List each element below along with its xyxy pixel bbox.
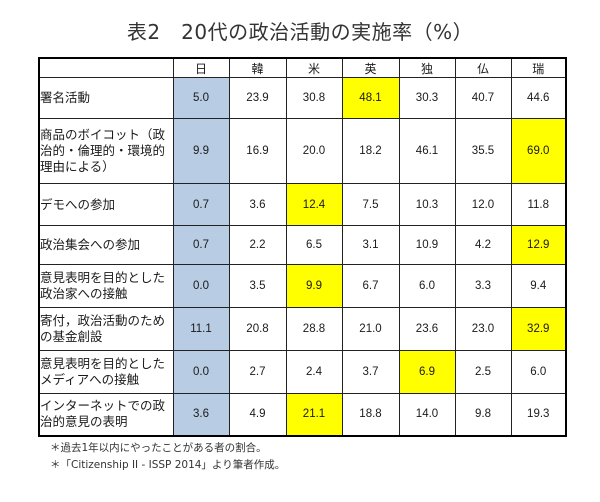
value-cell: 6.0 xyxy=(398,264,456,308)
header-france: 仏 xyxy=(454,57,512,78)
footnote: ＊「Citizenship II - ISSP 2014」より筆者作成。 xyxy=(50,459,286,471)
row-label: インターネットでの政治的意見の表明 xyxy=(38,393,174,436)
table-row: 政治集会への参加 0.7 2.2 6.5 3.1 10.9 4.2 12.9 xyxy=(38,225,567,265)
table-row: インターネットでの政治的意見の表明 3.6 4.9 21.1 18.8 14.0 9.8 19… xyxy=(38,393,567,436)
value-cell: 0.7 xyxy=(172,225,230,265)
value-cell: 30.8 xyxy=(285,77,343,119)
value-cell: 35.5 xyxy=(454,118,512,184)
value-cell: 3.7 xyxy=(341,350,400,394)
value-cell: 28.8 xyxy=(285,307,343,351)
value-cell: 3.6 xyxy=(172,393,230,436)
max-value-cell: 21.1 xyxy=(285,393,343,436)
table-row: 意見表明を目的とした政治家への接触 0.0 3.5 9.9 6.7 6.0 3.3 9.4 xyxy=(38,264,567,308)
value-cell: 40.7 xyxy=(454,77,512,119)
value-cell: 16.9 xyxy=(228,118,287,184)
value-cell: 11.8 xyxy=(510,183,567,226)
value-cell: 6.5 xyxy=(285,225,343,265)
value-cell: 9.8 xyxy=(454,393,512,436)
row-label: 商品のボイコット（政治的・倫理的・環境的理由による） xyxy=(38,118,174,184)
value-cell: 6.7 xyxy=(341,264,400,308)
max-value-cell: 6.9 xyxy=(398,350,456,394)
row-label: 意見表明を目的としたメディアへの接触 xyxy=(38,350,174,394)
header-sweden: 瑞 xyxy=(510,57,567,78)
value-cell: 18.2 xyxy=(341,118,400,184)
table-row: デモへの参加 0.7 3.6 12.4 7.5 10.3 12.0 11.8 xyxy=(38,183,567,226)
value-cell: 23.9 xyxy=(228,77,287,119)
row-label: 署名活動 xyxy=(38,77,174,119)
header-usa: 米 xyxy=(285,57,343,78)
table-row: 意見表明を目的としたメディアへの接触 0.0 2.7 2.4 3.7 6.9 2.5 6.0 xyxy=(38,350,567,394)
value-cell: 2.4 xyxy=(285,350,343,394)
table-row: 署名活動 5.0 23.9 30.8 48.1 30.3 40.7 44.6 xyxy=(38,77,567,119)
row-label: 意見表明を目的とした政治家への接触 xyxy=(38,264,174,308)
value-cell: 11.1 xyxy=(172,307,230,351)
value-cell: 21.0 xyxy=(341,307,400,351)
value-cell: 18.8 xyxy=(341,393,400,436)
value-cell: 3.6 xyxy=(228,183,287,226)
value-cell: 9.4 xyxy=(510,264,567,308)
max-value-cell: 12.4 xyxy=(285,183,343,226)
header-japan: 日 xyxy=(172,57,230,78)
footnotes: ＊過去1年以内にやったことがある者の割合。 ＊「Citizenship II -… xyxy=(50,440,285,474)
value-cell: 3.1 xyxy=(341,225,400,265)
activity-rate-table: 日 韓 米 英 独 仏 瑞 署名活動 5.0 23.9 30.8 48.1 30.3 40.… xyxy=(38,57,567,437)
value-cell: 14.0 xyxy=(398,393,456,436)
header-korea: 韓 xyxy=(228,57,287,78)
max-value-cell: 12.9 xyxy=(510,225,567,265)
value-cell: 30.3 xyxy=(398,77,456,119)
value-cell: 3.5 xyxy=(228,264,287,308)
header-germany: 独 xyxy=(398,57,456,78)
value-cell: 10.9 xyxy=(398,225,456,265)
value-cell: 10.3 xyxy=(398,183,456,226)
value-cell: 46.1 xyxy=(398,118,456,184)
value-cell: 4.2 xyxy=(454,225,512,265)
footnote: ＊過去1年以内にやったことがある者の割合。 xyxy=(50,442,267,454)
value-cell: 23.0 xyxy=(454,307,512,351)
value-cell: 44.6 xyxy=(510,77,567,119)
value-cell: 5.0 xyxy=(172,77,230,119)
value-cell: 23.6 xyxy=(398,307,456,351)
max-value-cell: 69.0 xyxy=(510,118,567,184)
header-uk: 英 xyxy=(341,57,400,78)
max-value-cell: 32.9 xyxy=(510,307,567,351)
max-value-cell: 9.9 xyxy=(285,264,343,308)
row-label: 政治集会への参加 xyxy=(38,225,174,265)
header-corner xyxy=(38,57,174,78)
value-cell: 19.3 xyxy=(510,393,567,436)
value-cell: 12.0 xyxy=(454,183,512,226)
table-row: 商品のボイコット（政治的・倫理的・環境的理由による） 9.9 16.9 20.0 18.… xyxy=(38,118,567,184)
value-cell: 6.0 xyxy=(510,350,567,394)
table-row: 寄付，政治活動のための基金創設 11.1 20.8 28.8 21.0 23.6 23.0 3… xyxy=(38,307,567,351)
header-row: 日 韓 米 英 独 仏 瑞 xyxy=(38,57,567,78)
value-cell: 3.3 xyxy=(454,264,512,308)
value-cell: 2.7 xyxy=(228,350,287,394)
value-cell: 0.0 xyxy=(172,264,230,308)
value-cell: 20.0 xyxy=(285,118,343,184)
row-label: 寄付，政治活動のための基金創設 xyxy=(38,307,174,351)
value-cell: 4.9 xyxy=(228,393,287,436)
value-cell: 2.2 xyxy=(228,225,287,265)
table-title: 表2 20代の政治活動の実施率（%） xyxy=(126,20,474,44)
value-cell: 0.0 xyxy=(172,350,230,394)
row-label: デモへの参加 xyxy=(38,183,174,226)
max-value-cell: 48.1 xyxy=(341,77,400,119)
value-cell: 20.8 xyxy=(228,307,287,351)
value-cell: 7.5 xyxy=(341,183,400,226)
value-cell: 0.7 xyxy=(172,183,230,226)
value-cell: 9.9 xyxy=(172,118,230,184)
value-cell: 2.5 xyxy=(454,350,512,394)
